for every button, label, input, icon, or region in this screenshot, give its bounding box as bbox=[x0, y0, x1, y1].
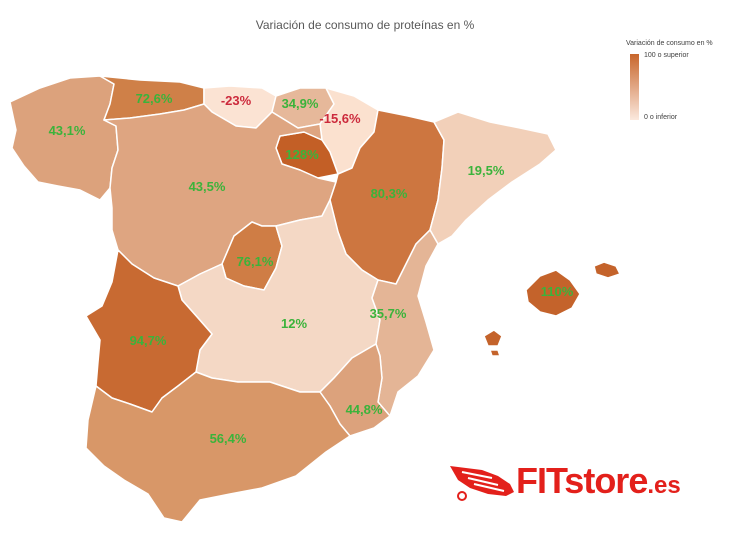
brand-tld: .es bbox=[647, 472, 681, 499]
fitstore-logo: FITstore.es bbox=[448, 458, 718, 506]
label-comunidad-valenciana: 35,7% bbox=[370, 306, 407, 321]
label-la-rioja: 128% bbox=[285, 147, 319, 162]
label-pais-vasco: 34,9% bbox=[282, 96, 319, 111]
label-cataluna: 19,5% bbox=[468, 163, 505, 178]
label-navarra: -15,6% bbox=[319, 111, 361, 126]
label-castilla-la-mancha: 12% bbox=[281, 316, 307, 331]
region-andalucia bbox=[85, 371, 351, 523]
legend-title: Variación de consumo en % bbox=[626, 40, 713, 47]
label-aragon: 80,3% bbox=[371, 186, 408, 201]
color-legend: Variación de consumo en % 100 o superior… bbox=[620, 40, 728, 130]
label-castilla-leon: 43,5% bbox=[189, 179, 226, 194]
island-ibiza bbox=[483, 329, 503, 347]
brand-name: FITstore bbox=[516, 460, 648, 501]
region-galicia bbox=[9, 75, 119, 201]
label-cantabria: -23% bbox=[221, 93, 252, 108]
label-andalucia: 56,4% bbox=[210, 431, 247, 446]
island-formentera bbox=[489, 349, 501, 357]
region-cataluna bbox=[429, 111, 557, 245]
label-extremadura: 94,7% bbox=[130, 333, 167, 348]
legend-gradient-bar bbox=[630, 54, 639, 120]
map-title: Variación de consumo de proteínas en % bbox=[255, 18, 475, 32]
island-menorca bbox=[593, 261, 621, 279]
label-asturias: 72,6% bbox=[136, 91, 173, 106]
island-mallorca bbox=[525, 269, 581, 317]
legend-max-label: 100 o superior bbox=[644, 52, 689, 59]
legend-min-label: 0 o inferior bbox=[644, 114, 678, 121]
brand-wordmark: FITstore.es bbox=[516, 460, 681, 502]
label-madrid: 76,1% bbox=[237, 254, 274, 269]
region-baleares bbox=[483, 261, 621, 357]
label-galicia: 43,1% bbox=[49, 123, 86, 138]
label-murcia: 44,8% bbox=[346, 402, 383, 417]
label-baleares: 110% bbox=[541, 284, 574, 299]
running-shoe-icon bbox=[450, 466, 514, 501]
